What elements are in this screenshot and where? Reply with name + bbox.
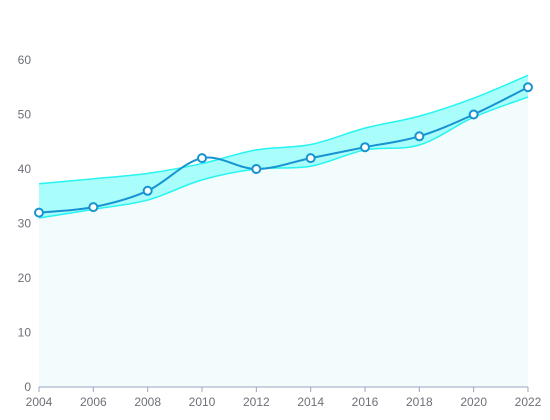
data-point-2004: [34, 207, 44, 218]
y-tick-label: 10: [18, 326, 32, 340]
x-tick-label: 2010: [189, 395, 216, 409]
y-tick-label: 20: [18, 271, 32, 285]
data-point-2016: [360, 142, 370, 153]
x-tick-label: 2008: [134, 395, 161, 409]
data-point-2018: [414, 131, 425, 142]
x-tick-label: 2006: [80, 395, 107, 409]
band-lower-edge: [38, 96, 529, 219]
data-points-layer: [34, 82, 533, 218]
data-point-2006: [88, 202, 99, 213]
y-tick-label: 60: [18, 53, 32, 67]
axes-layer: [38, 386, 529, 392]
x-tick-label: 2012: [243, 395, 270, 409]
y-tick-label: 50: [18, 108, 32, 122]
x-axis-labels: 2004 2006 2008 2010 2012 2014 2016 2018 2020 2022: [26, 395, 542, 409]
data-point-2014: [305, 153, 316, 164]
band-upper-edge: [38, 74, 529, 185]
data-point-2010: [197, 153, 207, 164]
x-tick-label: 2022: [515, 395, 542, 409]
y-axis-labels: 0 10 20 30 40 50 60: [18, 53, 32, 394]
area-fill: [39, 97, 528, 387]
x-tick-label: 2018: [406, 395, 433, 409]
x-tick-label: 2016: [352, 395, 379, 409]
series-line: [38, 86, 529, 214]
x-tick-label: 2014: [297, 395, 324, 409]
x-tick-label: 2020: [460, 395, 487, 409]
data-point-2020: [468, 109, 479, 120]
data-point-2012: [251, 164, 262, 174]
data-point-2022: [523, 82, 533, 93]
y-tick-label: 30: [18, 217, 32, 231]
area-fill-layer: [39, 97, 528, 387]
data-point-2008: [142, 185, 153, 196]
x-tick-label: 2004: [26, 395, 53, 409]
y-tick-label: 0: [24, 380, 31, 394]
y-tick-label: 40: [18, 162, 32, 176]
series-line-layer: [38, 86, 529, 214]
